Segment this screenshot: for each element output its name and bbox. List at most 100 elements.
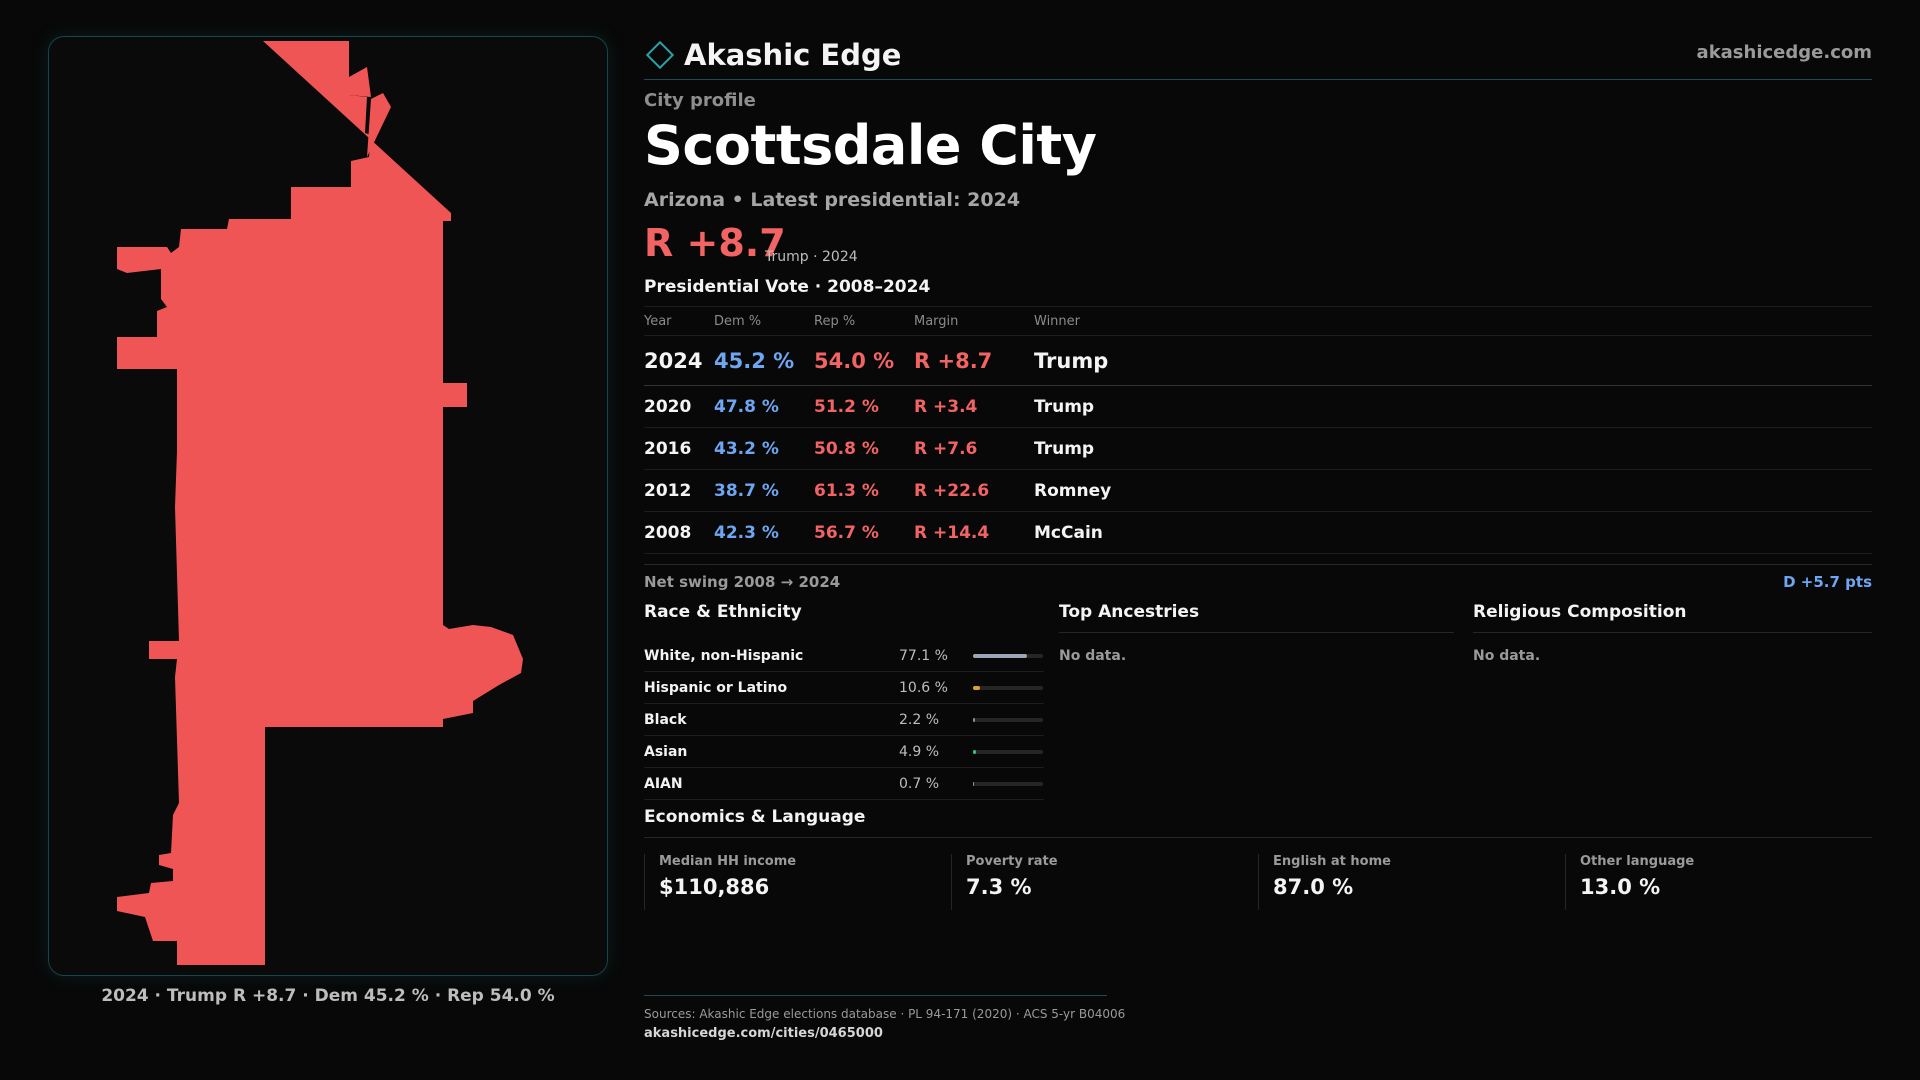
race-ethnicity-title: Race & Ethnicity: [644, 602, 802, 622]
divider: [644, 79, 1872, 80]
race-bar: [973, 781, 1043, 786]
net-swing-label: Net swing 2008 → 2024: [644, 573, 841, 591]
stat-label: Other language: [1580, 854, 1695, 869]
list-item: AIAN 0.7 %: [644, 768, 1044, 800]
row-margin: R +7.6: [914, 438, 978, 459]
row-winner: Trump: [1034, 348, 1109, 373]
stat-value: $110,886: [659, 875, 770, 899]
city-boundary-map: [117, 41, 523, 965]
row-winner: Trump: [1034, 438, 1095, 459]
table-row: 2012 38.7 % 61.3 % R +22.6 Romney: [644, 470, 1872, 512]
divider: [1059, 632, 1454, 633]
race-bar: [973, 749, 1043, 754]
divider: [1473, 632, 1872, 633]
list-item: Asian 4.9 %: [644, 736, 1044, 768]
row-margin: R +8.7: [914, 348, 993, 373]
header-dem: Dem %: [714, 313, 762, 329]
row-margin: R +22.6: [914, 480, 990, 501]
race-bar-fill: [973, 781, 975, 786]
row-year: 2008: [644, 522, 692, 543]
row-margin: R +14.4: [914, 522, 990, 543]
page-url-link[interactable]: akashicedge.com/cities/0465000: [644, 1026, 883, 1041]
divider: [644, 564, 1872, 565]
row-winner: Trump: [1034, 396, 1095, 417]
stat-value: 13.0 %: [1580, 875, 1661, 899]
row-winner: McCain: [1034, 522, 1103, 543]
stat-other-language: Other language 13.0 %: [1565, 854, 1872, 910]
race-bar-fill: [973, 749, 977, 754]
row-dem: 38.7 %: [714, 480, 779, 501]
race-pct: 4.9 %: [899, 743, 940, 760]
race-bar: [973, 685, 1043, 690]
stat-value: 87.0 %: [1273, 875, 1354, 899]
race-bar-fill: [973, 685, 981, 690]
list-item: White, non-Hispanic 77.1 %: [644, 640, 1044, 672]
row-year: 2016: [644, 438, 692, 459]
row-winner: Romney: [1034, 480, 1112, 501]
row-year: 2012: [644, 480, 692, 501]
brand-header: Akashic Edge: [644, 30, 901, 80]
stat-median-income: Median HH income $110,886: [644, 854, 951, 910]
row-year: 2024: [644, 348, 703, 373]
stat-english-at-home: English at home 87.0 %: [1258, 854, 1565, 910]
table-row: 2016 43.2 % 50.8 % R +7.6 Trump: [644, 428, 1872, 470]
city-map-panel: [48, 36, 608, 976]
row-rep: 50.8 %: [814, 438, 879, 459]
stat-label: English at home: [1273, 854, 1391, 869]
economics-grid: Median HH income $110,886 Poverty rate 7…: [644, 854, 1872, 910]
presidential-vote-table: Year Dem % Rep % Margin Winner 2024 45.2…: [644, 306, 1872, 554]
religious-composition-title: Religious Composition: [1473, 602, 1687, 622]
table-row: 2024 45.2 % 54.0 % R +8.7 Trump: [644, 336, 1872, 386]
race-bar: [973, 653, 1043, 658]
row-rep: 56.7 %: [814, 522, 879, 543]
stat-poverty-rate: Poverty rate 7.3 %: [951, 854, 1258, 910]
site-link[interactable]: akashicedge.com: [1696, 42, 1872, 63]
race-bar-fill: [973, 717, 975, 722]
row-dem: 43.2 %: [714, 438, 779, 459]
row-rep: 51.2 %: [814, 396, 879, 417]
brand-name: Akashic Edge: [684, 38, 902, 72]
race-label: Black: [644, 711, 687, 728]
page-subtitle: Arizona • Latest presidential: 2024: [644, 189, 1021, 211]
table-row: 2008 42.3 % 56.7 % R +14.4 McCain: [644, 512, 1872, 554]
row-year: 2020: [644, 396, 692, 417]
page-title: Scottsdale City: [644, 114, 1097, 177]
row-dem: 45.2 %: [714, 348, 795, 373]
ancestries-empty: No data.: [1059, 648, 1127, 664]
divider: [644, 995, 1107, 996]
top-ancestries-title: Top Ancestries: [1059, 602, 1200, 622]
stat-value: 7.3 %: [966, 875, 1032, 899]
race-bar: [973, 717, 1043, 722]
city-boundary-shape: [117, 41, 523, 965]
row-rep: 61.3 %: [814, 480, 879, 501]
sources-note: Sources: Akashic Edge elections database…: [644, 1007, 1126, 1021]
table-header: Year Dem % Rep % Margin Winner: [644, 306, 1872, 336]
header-year: Year: [644, 313, 672, 329]
row-dem: 42.3 %: [714, 522, 779, 543]
race-label: White, non-Hispanic: [644, 647, 804, 664]
diamond-icon: [645, 40, 675, 70]
header-rep: Rep %: [814, 313, 856, 329]
race-pct: 10.6 %: [899, 679, 948, 696]
race-ethnicity-list: White, non-Hispanic 77.1 % Hispanic or L…: [644, 640, 1044, 800]
stat-label: Poverty rate: [966, 854, 1058, 869]
race-pct: 0.7 %: [899, 775, 940, 792]
race-label: Asian: [644, 743, 688, 760]
presidential-vote-title: Presidential Vote · 2008–2024: [644, 277, 931, 297]
race-pct: 77.1 %: [899, 647, 948, 664]
economics-language-title: Economics & Language: [644, 807, 866, 827]
list-item: Black 2.2 %: [644, 704, 1044, 736]
table-row: 2020 47.8 % 51.2 % R +3.4 Trump: [644, 386, 1872, 428]
row-rep: 54.0 %: [814, 348, 895, 373]
latest-margin: R +8.7: [644, 221, 786, 265]
race-label: Hispanic or Latino: [644, 679, 788, 696]
net-swing-value: D +5.7 pts: [1783, 573, 1872, 591]
race-pct: 2.2 %: [899, 711, 940, 728]
header-margin: Margin: [914, 313, 959, 329]
page-eyebrow: City profile: [644, 90, 756, 111]
race-label: AIAN: [644, 775, 683, 792]
row-dem: 47.8 %: [714, 396, 779, 417]
religion-empty: No data.: [1473, 648, 1541, 664]
list-item: Hispanic or Latino 10.6 %: [644, 672, 1044, 704]
row-margin: R +3.4: [914, 396, 978, 417]
